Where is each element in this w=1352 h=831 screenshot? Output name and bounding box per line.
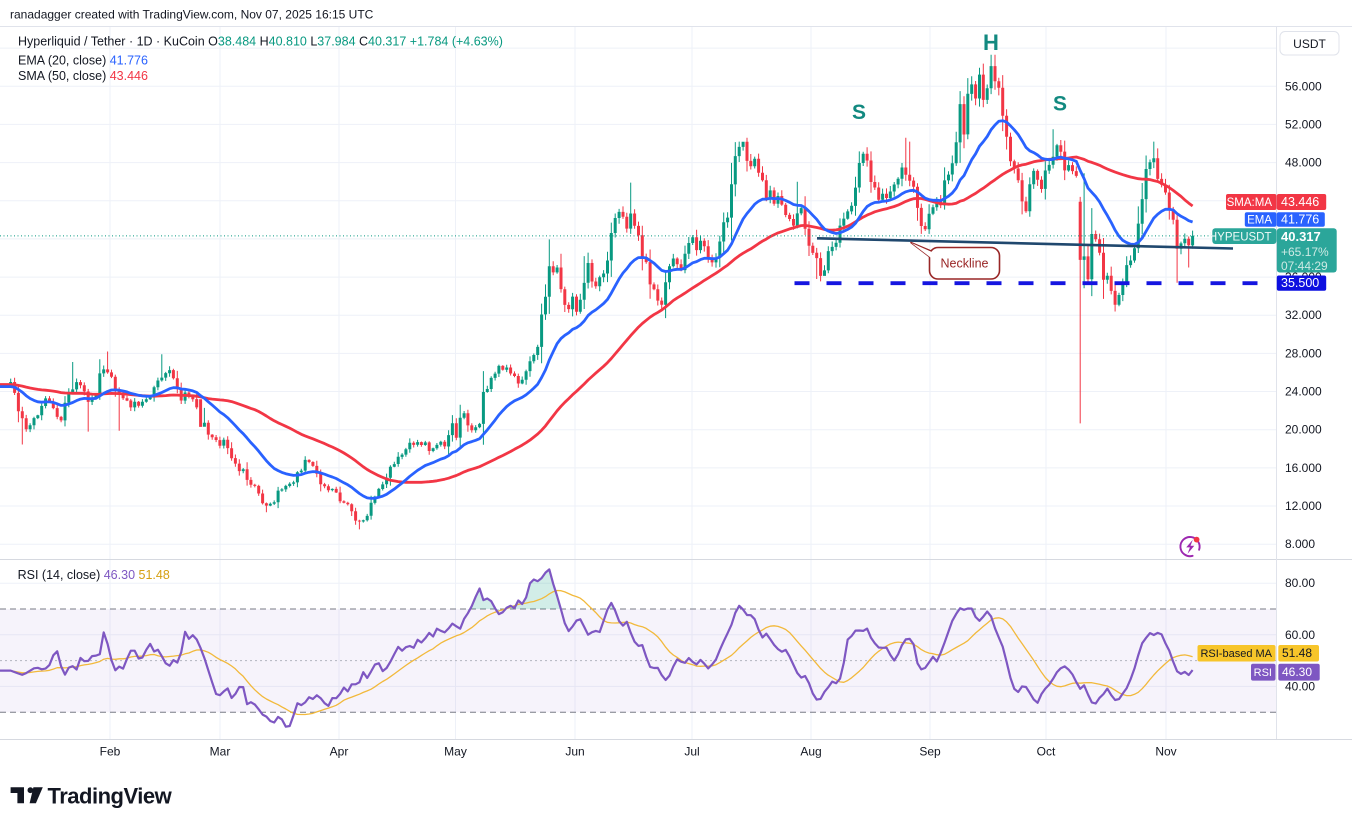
svg-text:40.317: 40.317 bbox=[1281, 229, 1321, 244]
svg-text:Neckline: Neckline bbox=[941, 257, 989, 271]
svg-text:41.776: 41.776 bbox=[1281, 212, 1319, 226]
svg-text:Sep: Sep bbox=[919, 745, 941, 759]
svg-text:HYPEUSDT: HYPEUSDT bbox=[1209, 231, 1272, 243]
svg-text:+65.17%: +65.17% bbox=[1281, 245, 1329, 259]
svg-text:SMA (50, close) 43.446: SMA (50, close) 43.446 bbox=[18, 69, 148, 83]
svg-text:USDT: USDT bbox=[1293, 37, 1326, 51]
svg-text:EMA: EMA bbox=[1247, 214, 1272, 226]
svg-text:8.000: 8.000 bbox=[1285, 537, 1315, 551]
svg-text:32.000: 32.000 bbox=[1285, 308, 1322, 322]
svg-text:ranadagger created with Tradin: ranadagger created with TradingView.com,… bbox=[10, 7, 374, 21]
svg-text:52.000: 52.000 bbox=[1285, 117, 1322, 131]
svg-text:20.000: 20.000 bbox=[1285, 423, 1322, 437]
svg-text:40.00: 40.00 bbox=[1285, 679, 1315, 693]
svg-text:24.000: 24.000 bbox=[1285, 385, 1322, 399]
svg-text:60.00: 60.00 bbox=[1285, 628, 1315, 642]
svg-text:07:44:29: 07:44:29 bbox=[1281, 259, 1328, 273]
svg-text:35.500: 35.500 bbox=[1281, 276, 1319, 290]
svg-text:12.000: 12.000 bbox=[1285, 499, 1322, 513]
svg-text:51.48: 51.48 bbox=[1282, 646, 1312, 660]
svg-text:May: May bbox=[444, 745, 467, 759]
svg-text:80.00: 80.00 bbox=[1285, 576, 1315, 590]
svg-text:Jun: Jun bbox=[565, 745, 584, 759]
svg-text:RSI (14, close) 46.30 51.48: RSI (14, close) 46.30 51.48 bbox=[18, 568, 170, 582]
svg-text:RSI-based MA: RSI-based MA bbox=[1200, 648, 1272, 660]
svg-text:16.000: 16.000 bbox=[1285, 461, 1322, 475]
svg-text:48.000: 48.000 bbox=[1285, 156, 1322, 170]
svg-text:Oct: Oct bbox=[1037, 745, 1056, 759]
svg-text:56.000: 56.000 bbox=[1285, 79, 1322, 93]
svg-text:RSI: RSI bbox=[1254, 667, 1272, 679]
svg-text:SMA:MA: SMA:MA bbox=[1227, 197, 1273, 209]
svg-text:Jul: Jul bbox=[684, 745, 699, 759]
svg-text:Mar: Mar bbox=[210, 745, 231, 759]
svg-text:EMA (20, close) 41.776: EMA (20, close) 41.776 bbox=[18, 53, 148, 67]
svg-text:S: S bbox=[852, 101, 866, 124]
svg-text:Nov: Nov bbox=[1155, 745, 1176, 759]
svg-text:28.000: 28.000 bbox=[1285, 346, 1322, 360]
svg-text:Aug: Aug bbox=[800, 745, 821, 759]
svg-text:S: S bbox=[1053, 93, 1067, 116]
svg-text:Feb: Feb bbox=[100, 745, 121, 759]
svg-text:TradingView: TradingView bbox=[48, 784, 173, 809]
svg-text:Apr: Apr bbox=[330, 745, 349, 759]
svg-text:46.30: 46.30 bbox=[1282, 665, 1312, 679]
svg-text:43.446: 43.446 bbox=[1281, 195, 1319, 209]
svg-text:Hyperliquid / Tether · 1D · Ku: Hyperliquid / Tether · 1D · KuCoin O38.4… bbox=[18, 35, 503, 49]
svg-text:H: H bbox=[983, 30, 999, 55]
